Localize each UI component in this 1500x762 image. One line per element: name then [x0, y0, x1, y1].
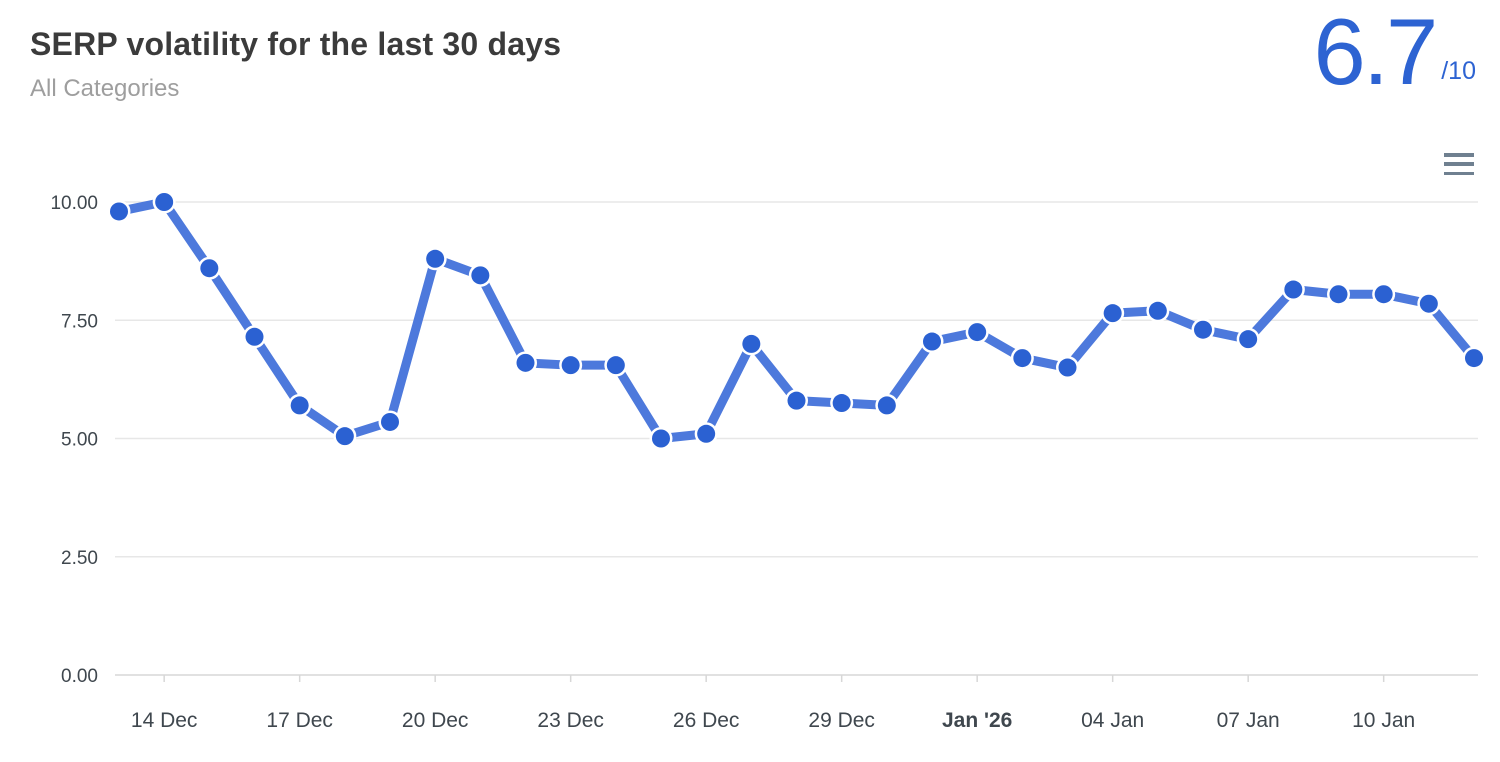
- hamburger-icon: [1444, 153, 1474, 157]
- y-axis-label: 2.50: [61, 548, 98, 569]
- score-value: 6.7: [1313, 0, 1439, 104]
- volatility-score: 6.7 /10: [1313, 0, 1476, 104]
- data-point: [1103, 304, 1122, 323]
- x-axis-label: 14 Dec: [131, 709, 198, 732]
- data-point: [742, 334, 761, 353]
- data-point: [1239, 330, 1258, 349]
- data-point: [516, 353, 535, 372]
- page-title: SERP volatility for the last 30 days: [30, 26, 562, 62]
- data-point: [606, 356, 625, 375]
- y-axis-label: 10.00: [50, 193, 98, 214]
- x-axis-label: 20 Dec: [402, 709, 469, 732]
- x-axis-label: 04 Jan: [1081, 709, 1144, 732]
- data-point: [923, 332, 941, 351]
- hamburger-icon: [1444, 162, 1474, 166]
- data-point: [697, 424, 716, 443]
- data-point: [1419, 294, 1438, 313]
- data-point: [1058, 358, 1077, 377]
- x-axis-label: 10 Jan: [1352, 709, 1415, 732]
- y-axis-label: 5.00: [61, 430, 98, 451]
- data-point: [110, 202, 128, 221]
- x-axis-label: Jan '26: [942, 709, 1012, 732]
- data-point: [335, 427, 354, 446]
- data-point: [1013, 349, 1032, 368]
- data-point: [1465, 349, 1483, 368]
- data-point: [1148, 301, 1167, 320]
- data-point: [787, 391, 806, 410]
- data-point: [1329, 285, 1348, 304]
- widget-header: SERP volatility for the last 30 days All…: [30, 26, 561, 103]
- data-point: [245, 327, 264, 346]
- score-suffix: /10: [1441, 57, 1476, 86]
- chart-menu-button[interactable]: [1444, 153, 1474, 175]
- data-point: [877, 396, 896, 415]
- data-point: [1374, 285, 1393, 304]
- data-point: [968, 323, 987, 342]
- x-axis-label: 23 Dec: [537, 709, 604, 732]
- data-point: [1284, 280, 1303, 299]
- data-point: [200, 259, 219, 278]
- x-axis-label: 07 Jan: [1217, 709, 1280, 732]
- data-point: [290, 396, 309, 415]
- x-axis-label: 26 Dec: [673, 709, 740, 732]
- data-point: [471, 266, 490, 285]
- x-axis-label: 17 Dec: [266, 709, 333, 732]
- data-point: [381, 412, 399, 431]
- data-point: [1194, 320, 1212, 339]
- category-filter-label: All Categories: [30, 75, 180, 102]
- data-point: [832, 394, 851, 413]
- data-point: [426, 249, 445, 268]
- hamburger-icon: [1444, 171, 1474, 175]
- x-axis-label: 29 Dec: [808, 709, 875, 732]
- y-axis-label: 7.50: [61, 311, 98, 332]
- data-point: [561, 356, 580, 375]
- data-point: [652, 429, 670, 448]
- y-axis-label: 0.00: [61, 666, 98, 687]
- data-point: [155, 193, 174, 211]
